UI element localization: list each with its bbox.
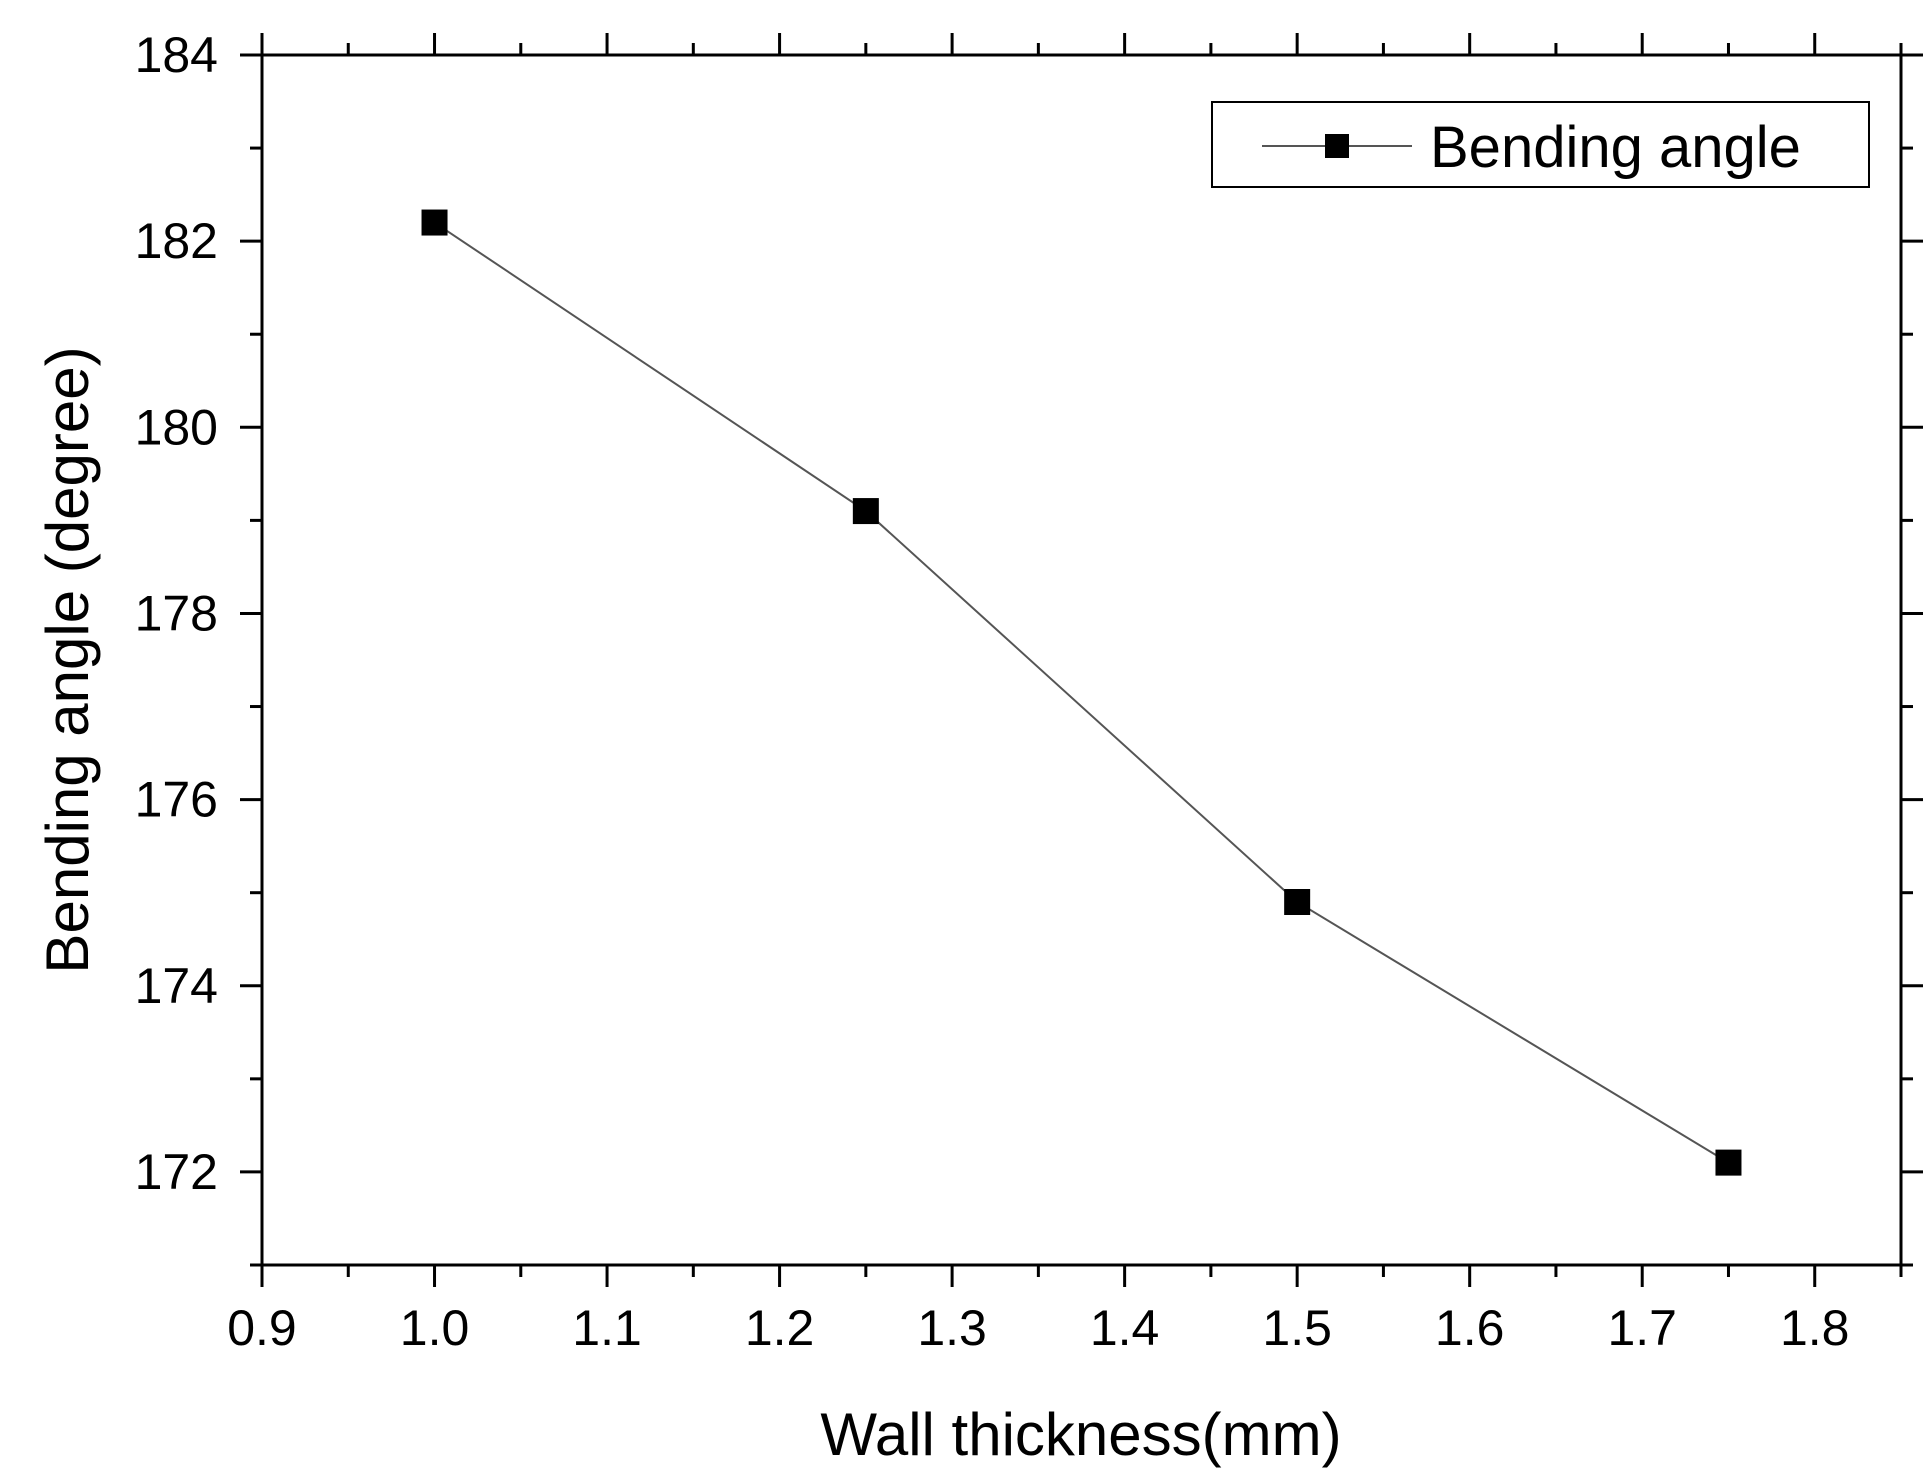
y-tick-label: 172 bbox=[135, 1144, 218, 1200]
y-tick-label: 184 bbox=[135, 27, 218, 83]
x-tick-label: 1.1 bbox=[572, 1300, 642, 1356]
data-point bbox=[852, 498, 879, 525]
x-tick-label: 1.7 bbox=[1607, 1300, 1677, 1356]
y-axis-ticks: 172 174 176 178 180 182 184 bbox=[135, 27, 1923, 1267]
data-point bbox=[1715, 1149, 1742, 1176]
series-line bbox=[433, 221, 1729, 1164]
legend: Bending angle bbox=[1211, 101, 1870, 188]
x-axis-title: Wall thickness(mm) bbox=[820, 1401, 1341, 1468]
y-tick-label: 180 bbox=[135, 399, 218, 455]
series-points bbox=[421, 209, 1742, 1176]
x-tick-label: 1.2 bbox=[745, 1300, 815, 1356]
x-tick-label: 1.5 bbox=[1262, 1300, 1332, 1356]
y-tick-label: 182 bbox=[135, 213, 218, 269]
x-tick-label: 1.8 bbox=[1780, 1300, 1850, 1356]
x-axis-ticks: 0.9 1.0 1.1 1.2 1.3 1.4 1.5 1.6 1.7 1.8 bbox=[227, 33, 1903, 1356]
y-tick-label: 178 bbox=[135, 585, 218, 641]
y-tick-label: 176 bbox=[135, 772, 218, 828]
x-tick-label: 1.6 bbox=[1435, 1300, 1505, 1356]
legend-label: Bending angle bbox=[1430, 115, 1801, 180]
legend-marker bbox=[1325, 134, 1349, 158]
y-axis-title: Bending angle (degree) bbox=[34, 346, 101, 973]
data-point bbox=[1284, 889, 1311, 915]
x-tick-label: 0.9 bbox=[227, 1300, 297, 1356]
legend-box bbox=[1211, 101, 1870, 188]
series-lines bbox=[433, 221, 1729, 1164]
x-tick-label: 1.3 bbox=[917, 1300, 987, 1356]
data-point bbox=[421, 209, 448, 236]
plot-frame bbox=[260, 53, 1903, 1267]
x-tick-label: 1.0 bbox=[400, 1300, 470, 1356]
y-tick-label: 174 bbox=[135, 958, 218, 1014]
x-tick-label: 1.4 bbox=[1090, 1300, 1160, 1356]
